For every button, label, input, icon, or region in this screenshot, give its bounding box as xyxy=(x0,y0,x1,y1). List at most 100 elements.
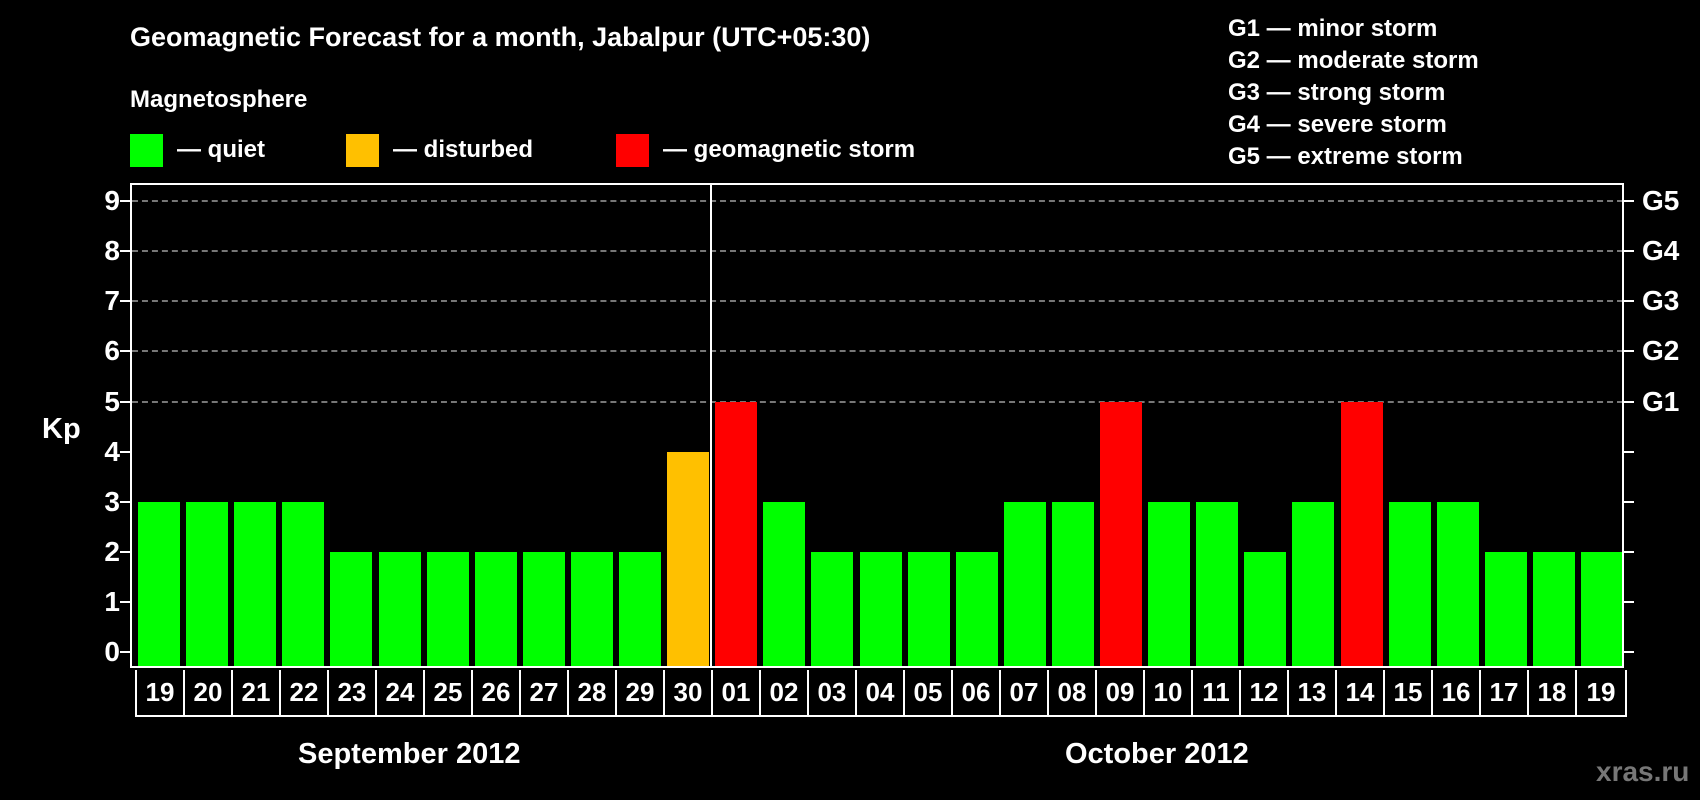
date-cell: 21 xyxy=(233,670,281,715)
y-tick-label: 9 xyxy=(104,185,120,217)
bar-quiet xyxy=(1581,551,1623,666)
bar-storm xyxy=(1340,401,1383,666)
gridline xyxy=(132,200,1623,203)
y-tick-label: 6 xyxy=(104,335,120,367)
date-cell: 27 xyxy=(521,670,569,715)
y-tick-label: 7 xyxy=(104,285,120,317)
plot-frame xyxy=(130,183,1624,668)
storm-level-label: G2 xyxy=(1642,335,1680,367)
date-cell: 05 xyxy=(905,670,953,715)
date-cell: 01 xyxy=(713,670,761,715)
date-cell: 04 xyxy=(857,670,905,715)
y-tick-right xyxy=(1623,300,1634,303)
y-tick-right xyxy=(1623,200,1634,203)
bar-quiet xyxy=(426,551,469,666)
legend-swatch-storm xyxy=(616,134,649,167)
gridline xyxy=(132,400,1623,403)
storm-level-label: G1 xyxy=(1642,385,1680,417)
y-tick-right xyxy=(1623,250,1634,253)
bar-quiet xyxy=(619,551,661,666)
bar-quiet xyxy=(859,551,902,666)
date-cell: 19 xyxy=(1586,677,1616,707)
y-tick-right xyxy=(1623,651,1634,653)
date-cell: 23 xyxy=(329,670,377,715)
date-cell: 03 xyxy=(809,670,857,715)
bar-quiet xyxy=(282,501,325,666)
date-cell: 24 xyxy=(377,670,425,715)
y-tick-right xyxy=(1623,450,1634,453)
storm-scale-g3: G3 — strong storm xyxy=(1228,79,1446,106)
y-tick-left xyxy=(120,500,131,503)
storm-scale-g5: G5 — extreme storm xyxy=(1228,143,1463,170)
date-cell: 16 xyxy=(1433,670,1481,715)
bar-storm xyxy=(715,401,758,666)
legend-label-quiet: — quiet xyxy=(177,136,265,163)
bar-quiet xyxy=(1003,501,1046,666)
y-tick-label: 0 xyxy=(104,636,120,667)
date-cell: 14 xyxy=(1337,670,1385,715)
storm-level-label: G4 xyxy=(1642,235,1680,267)
bar-quiet xyxy=(522,551,565,666)
bar-quiet xyxy=(1388,501,1431,666)
date-cell: 18 xyxy=(1529,670,1577,715)
storm-scale-g2: G2 — moderate storm xyxy=(1228,47,1479,74)
section-label: Magnetosphere xyxy=(130,86,308,113)
bar-quiet xyxy=(1484,551,1527,666)
bar-quiet xyxy=(1148,501,1191,666)
bar-quiet xyxy=(1532,551,1575,666)
bar-quiet xyxy=(955,551,998,666)
date-axis: 19 20 21 22 23 24 25 26 27 28 29 30 01 02 03 04 05 06 07 08… xyxy=(135,670,1627,717)
date-cell: 22 xyxy=(281,670,329,715)
bar-quiet xyxy=(1244,551,1287,666)
bar-quiet xyxy=(811,551,854,666)
bar-quiet xyxy=(138,501,180,666)
date-cell: 26 xyxy=(473,670,521,715)
date-cell: 11 xyxy=(1193,670,1241,715)
month-divider xyxy=(710,183,712,668)
bar-quiet xyxy=(330,551,373,666)
y-tick-label: 4 xyxy=(104,435,120,467)
date-cell: 30 xyxy=(665,670,713,715)
y-tick-left xyxy=(120,651,131,653)
bar-disturbed xyxy=(667,451,710,666)
y-tick-left xyxy=(120,450,131,453)
bar-quiet xyxy=(907,551,950,666)
watermark: xras.ru xyxy=(1596,756,1690,787)
y-tick-label: 3 xyxy=(104,485,120,517)
storm-scale-g1: G1 — minor storm xyxy=(1228,15,1438,42)
y-tick-right xyxy=(1623,550,1634,553)
y-tick-right xyxy=(1623,500,1634,503)
y-tick-label: 2 xyxy=(104,535,120,567)
y-tick-left xyxy=(120,350,131,353)
month-label-october: October 2012 xyxy=(1065,738,1249,770)
y-tick-left xyxy=(120,400,131,403)
storm-level-label: G3 xyxy=(1642,285,1680,317)
date-cell: 08 xyxy=(1049,670,1097,715)
y-tick-right xyxy=(1623,350,1634,353)
date-cell: 02 xyxy=(761,670,809,715)
chart-title: Geomagnetic Forecast for a month, Jabalp… xyxy=(130,22,871,52)
bar-quiet xyxy=(186,501,229,666)
month-label-september: September 2012 xyxy=(298,738,521,770)
bar-quiet xyxy=(1436,501,1479,666)
y-tick-label: 1 xyxy=(104,585,120,617)
bar-quiet xyxy=(570,551,613,666)
bar-quiet xyxy=(474,551,517,666)
y-tick-right xyxy=(1623,400,1634,403)
legend-label-storm: — geomagnetic storm xyxy=(663,136,916,163)
legend-swatch-disturbed xyxy=(346,134,379,167)
date-cell: 28 xyxy=(569,670,617,715)
storm-scale-g4: G4 — severe storm xyxy=(1228,111,1447,138)
date-cell: 19 xyxy=(137,670,185,715)
gridline xyxy=(132,300,1623,303)
date-cell: 10 xyxy=(1145,670,1193,715)
date-cell: 15 xyxy=(1385,670,1433,715)
gridline xyxy=(132,350,1623,353)
date-cell: 20 xyxy=(185,670,233,715)
legend-label-disturbed: — disturbed xyxy=(393,136,534,163)
bar-storm xyxy=(1100,401,1142,666)
y-tick-left xyxy=(120,200,131,203)
gridline xyxy=(132,250,1623,253)
date-cell: 29 xyxy=(617,670,665,715)
date-cell: 07 xyxy=(1001,670,1049,715)
